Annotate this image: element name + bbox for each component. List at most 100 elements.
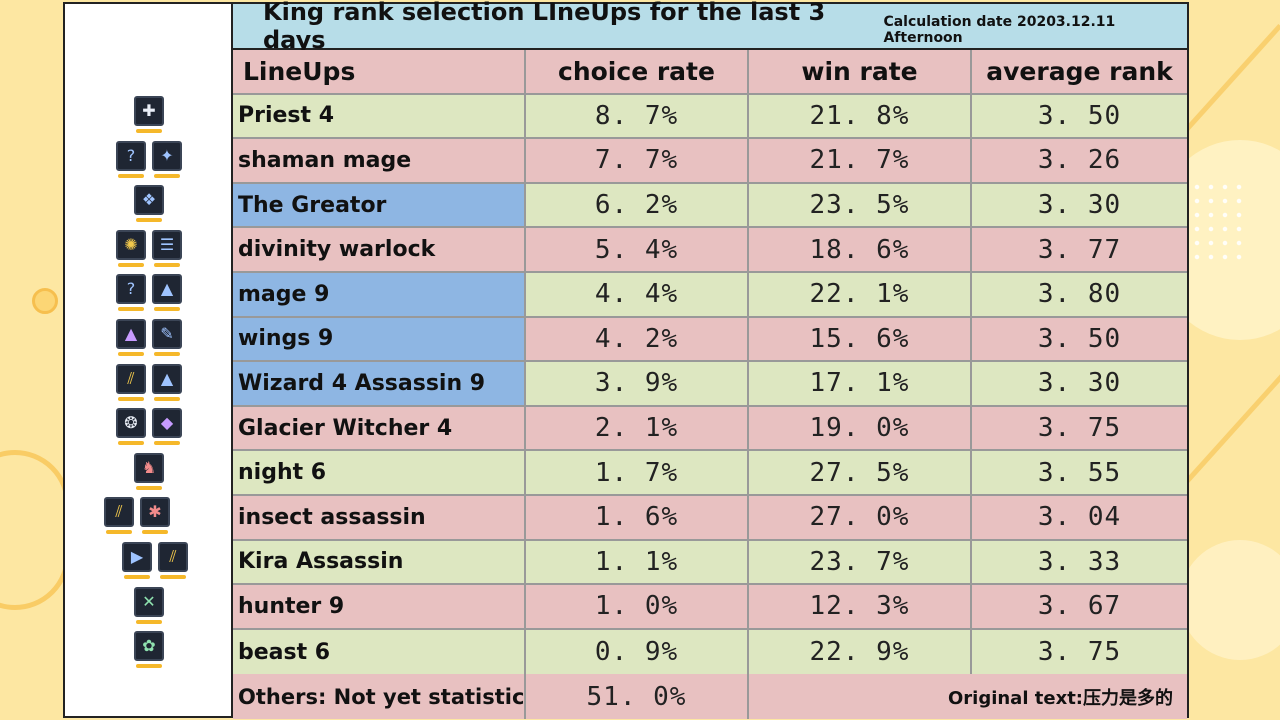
wizard-hat-icon: ▲ — [116, 319, 146, 349]
table-row: shaman mage 7. 7% 21. 7% 3. 26 — [233, 139, 1187, 184]
assassin-icon: ⫽ — [104, 497, 134, 528]
lineup-stats-card: ✚? ✦ ❖ ✺ ☰? ▲ ▲ ✎ ⫽ ▲ ❂ ◆ ♞ ⫽ ✱ ▶ ⫽ ✕ ✿ King rank selectio… — [63, 0, 1189, 719]
kira-icon: ▶ — [122, 542, 152, 572]
feather-icon: ✎ — [152, 319, 182, 349]
table-row: wings 9 4. 2% 15. 6% 3. 50 — [233, 317, 1187, 363]
average-rank-value: 3. 50 — [972, 317, 1187, 361]
flower-icon — [32, 288, 58, 314]
hero-icon-slot: ✎ — [152, 319, 182, 356]
others-choice-rate: 51. 0% — [526, 674, 749, 719]
hero-icon-slot: ✕ — [134, 586, 164, 624]
lineup-hero-icons: ✕ — [65, 586, 233, 624]
hero-icon-slot: ♞ — [134, 452, 164, 490]
lineup-hero-icons: ? ✦ — [65, 140, 233, 178]
choice-rate-value: 5. 4% — [526, 228, 749, 271]
lineup-name: Priest 4 — [233, 94, 526, 138]
background-cloud-outline-decoration — [0, 450, 70, 610]
star-level-bar — [118, 262, 144, 267]
hero-icon-slot: ▲ — [152, 274, 182, 312]
lineup-name: night 6 — [233, 451, 526, 494]
hero-icon-slot: ❖ — [134, 185, 164, 223]
star-level-bar — [154, 307, 180, 312]
lineup-hero-icons: ▶ ⫽ — [65, 542, 233, 579]
table-row: divinity warlock 5. 4% 18. 6% 3. 77 — [233, 228, 1187, 273]
beast-paw-icon: ✿ — [134, 631, 164, 662]
average-rank-value: 3. 75 — [972, 629, 1187, 675]
choice-rate-value: 1. 6% — [526, 495, 749, 539]
win-rate-value: 21. 8% — [749, 94, 972, 138]
mage-icon: ? — [116, 140, 146, 171]
average-rank-value: 3. 80 — [972, 272, 1187, 316]
hero-icon-slot: ⫽ — [104, 497, 134, 535]
win-rate-value: 22. 1% — [749, 272, 972, 316]
hero-icon-slot: ? — [116, 140, 146, 178]
average-rank-value: 3. 04 — [972, 495, 1187, 539]
glacier-icon: ❂ — [116, 408, 146, 439]
average-rank-value: 3. 30 — [972, 362, 1187, 405]
average-rank-value: 3. 55 — [972, 451, 1187, 494]
title-bar: King rank selection LIneUps for the last… — [233, 0, 1187, 54]
win-rate-value: 17. 1% — [749, 362, 972, 405]
background-dots-decoration — [1190, 180, 1250, 260]
hero-icon-slot: ✚ — [134, 96, 164, 133]
wizard-hat-icon: ▲ — [152, 363, 182, 394]
table-row: night 6 1. 7% 27. 5% 3. 55 — [233, 451, 1187, 496]
header-choice-rate: choice rate — [526, 50, 749, 93]
assassin-icon: ⫽ — [116, 363, 146, 394]
hero-icon-slot: ◆ — [152, 408, 182, 446]
insect-icon: ✱ — [140, 497, 170, 528]
win-rate-value: 12. 3% — [749, 585, 972, 628]
star-level-bar — [118, 307, 144, 312]
table-row: Wizard 4 Assassin 9 3. 9% 17. 1% 3. 30 — [233, 362, 1187, 407]
star-level-bar — [142, 530, 168, 535]
choice-rate-value: 7. 7% — [526, 139, 749, 182]
lineup-hero-icons: ? ▲ — [65, 274, 233, 312]
header-lineups: LineUps — [233, 50, 526, 93]
lineup-name: Wizard 4 Assassin 9 — [233, 362, 526, 405]
star-level-bar — [118, 352, 144, 356]
star-level-bar — [118, 173, 144, 178]
lineup-hero-icons: ✺ ☰ — [65, 229, 233, 267]
lineup-name: hunter 9 — [233, 585, 526, 628]
hero-icon-slot: ▶ — [122, 542, 152, 579]
table-header-row: LineUps choice rate win rate average ran… — [233, 50, 1187, 95]
star-level-bar — [154, 396, 180, 401]
star-level-bar — [136, 664, 162, 669]
creator-icon: ❖ — [134, 185, 164, 216]
choice-rate-value: 2. 1% — [526, 406, 749, 450]
hero-icon-column: ✚? ✦ ❖ ✺ ☰? ▲ ▲ ✎ ⫽ ▲ ❂ ◆ ♞ ⫽ ✱ ▶ ⫽ ✕ ✿ — [65, 4, 233, 716]
lineup-hero-icons: ❂ ◆ — [65, 408, 233, 446]
win-rate-value: 22. 9% — [749, 629, 972, 675]
win-rate-value: 27. 0% — [749, 495, 972, 539]
lineup-hero-icons: ▲ ✎ — [65, 319, 233, 356]
star-level-bar — [136, 485, 162, 490]
mage-icon: ? — [116, 274, 146, 305]
original-text-note: Original text:压力是多的 — [749, 674, 1187, 719]
star-level-bar — [124, 575, 150, 579]
divinity-icon: ✺ — [116, 229, 146, 260]
table-row: The Greator 6. 2% 23. 5% 3. 30 — [233, 183, 1187, 229]
star-level-bar — [106, 530, 132, 535]
hero-icon-slot: ? — [116, 274, 146, 312]
star-level-bar — [154, 352, 180, 356]
win-rate-value: 18. 6% — [749, 228, 972, 271]
win-rate-value: 15. 6% — [749, 317, 972, 361]
lineup-hero-icons: ✿ — [65, 631, 233, 669]
lineup-stats-table: King rank selection LIneUps for the last… — [233, 0, 1187, 719]
star-level-bar — [154, 173, 180, 178]
average-rank-value: 3. 26 — [972, 139, 1187, 182]
star-level-bar — [160, 575, 186, 579]
choice-rate-value: 8. 7% — [526, 94, 749, 138]
win-rate-value: 23. 5% — [749, 183, 972, 227]
warlock-icon: ☰ — [152, 229, 182, 260]
hero-icon-slot: ▲ — [152, 363, 182, 401]
lineup-name: The Greator — [233, 183, 526, 227]
shaman-icon: ✦ — [152, 140, 182, 171]
win-rate-value: 21. 7% — [749, 139, 972, 182]
star-level-bar — [118, 396, 144, 401]
average-rank-value: 3. 75 — [972, 406, 1187, 450]
table-row: mage 9 4. 4% 22. 1% 3. 80 — [233, 272, 1187, 318]
lineup-name: beast 6 — [233, 629, 526, 675]
page-title: King rank selection LIneUps for the last… — [263, 0, 826, 54]
lineup-name: Glacier Witcher 4 — [233, 406, 526, 450]
